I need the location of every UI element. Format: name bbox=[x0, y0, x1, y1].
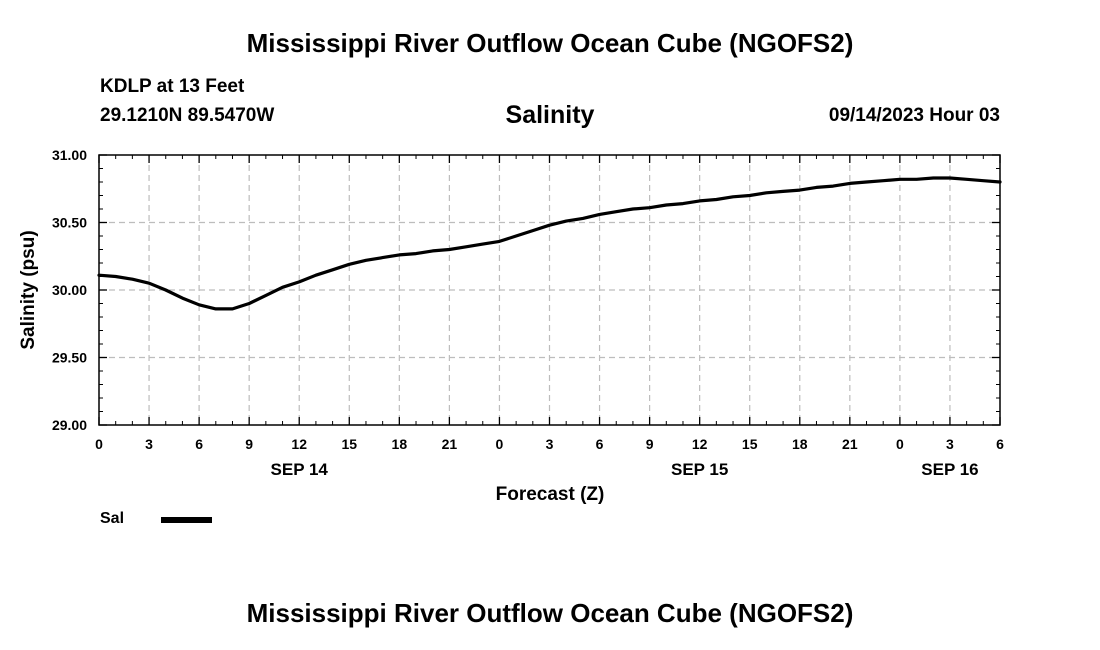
x-date-label: SEP 14 bbox=[271, 460, 329, 479]
x-tick-label: 3 bbox=[946, 436, 954, 452]
x-tick-label: 9 bbox=[646, 436, 654, 452]
x-tick-label: 3 bbox=[145, 436, 153, 452]
series-line-sal bbox=[97, 176, 1002, 311]
y-tick-label: 30.50 bbox=[52, 215, 87, 231]
x-date-label: SEP 15 bbox=[671, 460, 728, 479]
x-tick-label: 6 bbox=[195, 436, 203, 452]
legend-label: Sal bbox=[100, 510, 125, 527]
chart-axes: 0 3 6 9 12 15 18 21 0 3 6 9 12 15 18 21 0 3 6 29.00 29.50 30.… bbox=[52, 147, 1004, 479]
x-tick-label: 12 bbox=[291, 436, 307, 452]
y-tick-label: 31.00 bbox=[52, 147, 87, 163]
x-tick-label: 21 bbox=[442, 436, 458, 452]
chart-grid bbox=[99, 155, 1000, 425]
footer-title: Mississippi River Outflow Ocean Cube (NG… bbox=[246, 598, 854, 628]
forecast-datetime: 09/14/2023 Hour 03 bbox=[828, 105, 1000, 126]
x-tick-label: 0 bbox=[496, 436, 504, 452]
chart-subtitle: Salinity bbox=[505, 101, 595, 129]
x-tick-label: 0 bbox=[896, 436, 904, 452]
x-tick-label: 9 bbox=[245, 436, 253, 452]
x-tick-label: 15 bbox=[341, 436, 357, 452]
x-tick-label: 0 bbox=[95, 436, 103, 452]
plot-frame bbox=[98, 154, 1001, 426]
station-label: KDLP at 13 Feet bbox=[100, 76, 245, 97]
x-tick-label: 21 bbox=[842, 436, 858, 452]
chart-series bbox=[97, 176, 1002, 311]
station-coordinates: 29.1210N 89.5470W bbox=[100, 105, 275, 126]
y-tick-label: 29.00 bbox=[52, 417, 87, 433]
x-tick-label: 3 bbox=[546, 436, 554, 452]
x-date-label: SEP 16 bbox=[921, 460, 978, 479]
x-tick-label: 18 bbox=[392, 436, 408, 452]
x-tick-label: 6 bbox=[996, 436, 1004, 452]
x-tick-label: 6 bbox=[596, 436, 604, 452]
x-tick-label: 15 bbox=[742, 436, 758, 452]
chart-main-title: Mississippi River Outflow Ocean Cube (NG… bbox=[246, 28, 854, 58]
x-axis-label: Forecast (Z) bbox=[496, 484, 605, 505]
x-tick-label: 12 bbox=[692, 436, 708, 452]
legend-line-swatch bbox=[161, 517, 212, 523]
x-tick-label: 18 bbox=[792, 436, 808, 452]
y-tick-label: 29.50 bbox=[52, 350, 87, 366]
y-axis-label: Salinity (psu) bbox=[18, 230, 39, 349]
y-tick-label: 30.00 bbox=[52, 282, 87, 298]
